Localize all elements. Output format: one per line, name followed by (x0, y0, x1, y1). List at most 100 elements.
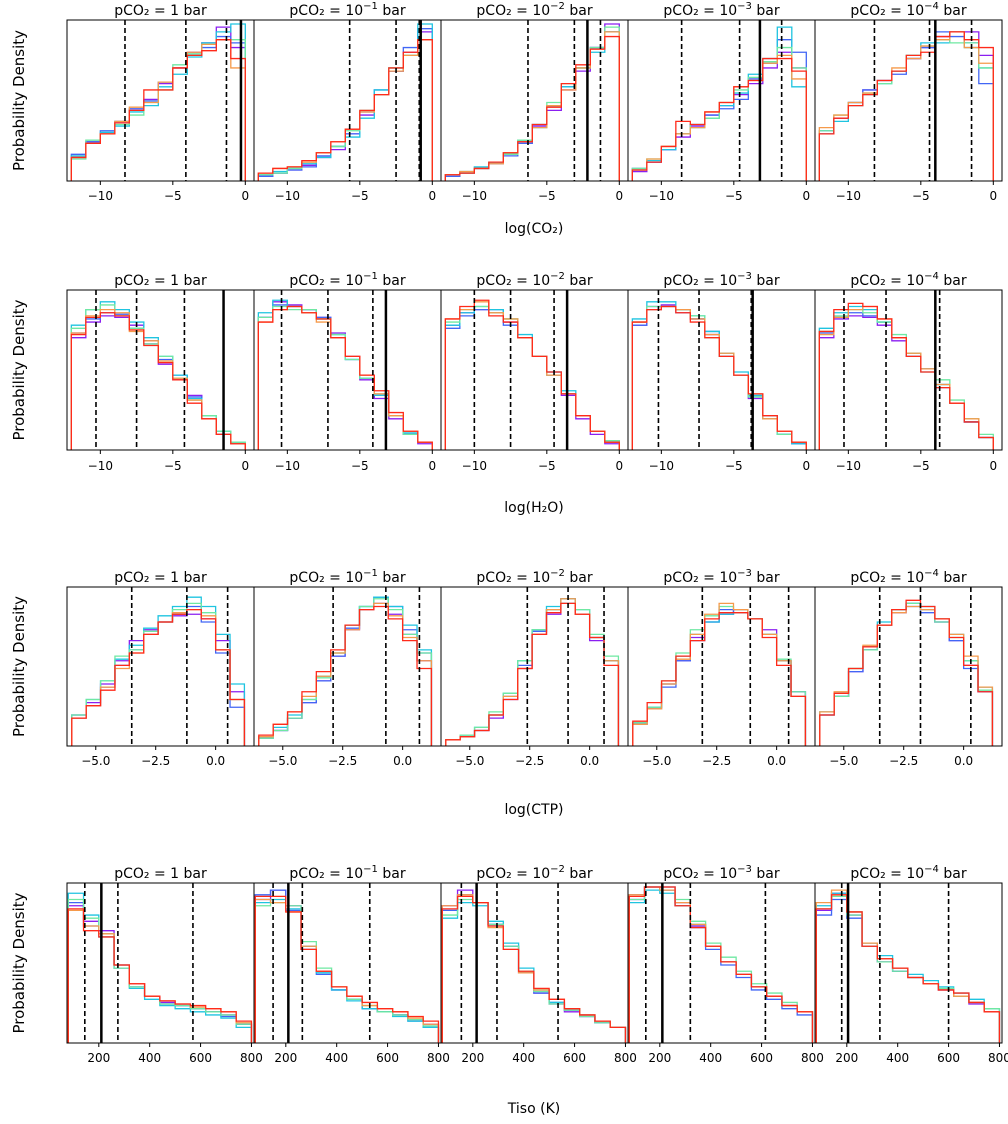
histogram-series-5 (257, 305, 433, 450)
histogram-series-1 (257, 301, 433, 450)
histogram-series-2 (444, 31, 620, 181)
panel-title: pCO₂ = 10−1 bar (289, 864, 405, 882)
panel-title: pCO₂ = 10−3 bar (663, 1, 779, 19)
x-tick-label: 600 (376, 1051, 399, 1065)
histogram-series-6 (257, 39, 433, 181)
x-tick-label: −2.5 (328, 754, 357, 768)
x-tick-label: 0.0 (580, 754, 599, 768)
histogram-series-4 (257, 39, 433, 181)
panel-title: pCO₂ = 10−1 bar (289, 1, 405, 19)
histogram-series-6 (257, 305, 433, 450)
panel-frame (440, 289, 629, 451)
x-tick-label: −2.5 (515, 754, 544, 768)
panel-1-3: −10 −5 0 pCO₂ = 10−2 bar (440, 1, 629, 203)
histogram-series-2 (257, 304, 433, 450)
x-tick-label: −5 (538, 459, 556, 473)
x-tick-label: 800 (988, 1051, 1008, 1065)
histogram-series-4 (445, 602, 620, 746)
y-axis-label: Probability Density (10, 299, 28, 440)
histogram-series-5 (70, 39, 246, 181)
histogram-series-2 (818, 31, 994, 181)
panel-1-4: −10 −5 0 pCO₂ = 10−3 bar (627, 1, 816, 203)
x-tick-label: −2.5 (702, 754, 731, 768)
histogram-series-6 (815, 894, 1001, 1043)
x-tick-label: −10 (275, 459, 300, 473)
histogram-series-4 (70, 304, 246, 450)
x-tick-label: 200 (835, 1051, 858, 1065)
histogram-series-5 (444, 301, 620, 450)
panel-frame (253, 19, 442, 182)
x-tick-label: −10 (462, 459, 487, 473)
histogram-series-2 (444, 308, 620, 450)
x-tick-label: −5.0 (829, 754, 858, 768)
histogram-series-2 (70, 35, 246, 181)
histogram-series-3 (632, 612, 807, 746)
histogram-series-5 (819, 605, 994, 746)
x-tick-label: 0 (241, 459, 249, 473)
panel-title: pCO₂ = 10−2 bar (476, 864, 592, 882)
x-tick-label: −2.5 (889, 754, 918, 768)
histogram-series-6 (628, 886, 814, 1043)
histogram-series-2 (70, 312, 246, 450)
y-axis-label: Probability Density (10, 30, 28, 171)
panel-4-2: 200 400 600 800 pCO₂ = 10−1 bar (253, 864, 450, 1065)
x-tick-label: −5.0 (455, 754, 484, 768)
panel-frame (627, 289, 816, 451)
histogram-series-1 (257, 31, 433, 181)
x-tick-label: 600 (563, 1051, 586, 1065)
histogram-series-5 (815, 889, 1001, 1043)
panel-frame (814, 882, 1003, 1044)
panel-title: pCO₂ = 10−4 bar (850, 568, 966, 586)
x-axis-label: log(CTP) (504, 802, 563, 818)
x-tick-label: 400 (138, 1051, 161, 1065)
panel-3-3: −5.0 −2.5 0.0 pCO₂ = 10−2 bar (440, 568, 629, 768)
panel-frame (814, 586, 1003, 747)
x-tick-label: 0 (241, 189, 249, 203)
x-axis-label: log(CO₂) (505, 221, 564, 237)
panel-title: pCO₂ = 10−3 bar (663, 568, 779, 586)
histogram-series-5 (257, 39, 433, 181)
panel-title: pCO₂ = 10−4 bar (850, 271, 966, 289)
x-tick-label: 800 (427, 1051, 450, 1065)
histogram-series-3 (70, 301, 246, 450)
x-tick-label: −5.0 (268, 754, 297, 768)
histogram-series-6 (444, 299, 620, 450)
panel-frame (253, 586, 442, 747)
x-tick-label: −5 (351, 189, 369, 203)
histogram-series-1 (632, 608, 807, 746)
x-tick-label: 0 (615, 189, 623, 203)
x-tick-label: 400 (886, 1051, 909, 1065)
panel-1-2: −10 −5 0 pCO₂ = 10−1 bar (253, 1, 442, 203)
panel-2-2: −10 −5 0 pCO₂ = 10−1 bar (253, 271, 442, 473)
histogram-series-2 (632, 608, 807, 746)
panel-title: pCO₂ = 10−2 bar (476, 568, 592, 586)
histogram-series-4 (70, 39, 246, 181)
histogram-series-1 (441, 889, 627, 1043)
panel-3-5: −5.0 −2.5 0.0 pCO₂ = 10−4 bar (814, 568, 1003, 768)
x-tick-label: 0 (802, 189, 810, 203)
histogram-series-3 (444, 31, 620, 181)
panel-title: pCO₂ = 10−3 bar (663, 271, 779, 289)
panel-4-1: 200 400 600 800 pCO₂ = 1 bar (66, 866, 263, 1065)
x-tick-label: 400 (325, 1051, 348, 1065)
chart-row-2: Probability Density log(H₂O) −10 −5 0 pCO₂ = … (10, 271, 1003, 516)
histogram-series-3 (818, 31, 994, 181)
histogram-series-3 (444, 305, 620, 450)
panel-3-4: −5.0 −2.5 0.0 pCO₂ = 10−3 bar (627, 568, 816, 768)
x-tick-label: 600 (750, 1051, 773, 1065)
panel-title: pCO₂ = 10−1 bar (289, 568, 405, 586)
histogram-series-6 (444, 35, 620, 181)
x-tick-label: −10 (836, 459, 861, 473)
histogram-series-5 (445, 598, 620, 746)
x-tick-label: 400 (512, 1051, 535, 1065)
histogram-series-5 (444, 31, 620, 181)
x-tick-label: −5 (351, 459, 369, 473)
x-tick-label: 800 (614, 1051, 637, 1065)
histogram-series-2 (445, 598, 620, 746)
histogram-series-3 (71, 596, 246, 746)
x-tick-label: 0 (428, 189, 436, 203)
panel-title: pCO₂ = 10−4 bar (850, 1, 966, 19)
histogram-series-3 (819, 602, 994, 746)
x-tick-label: −5 (912, 459, 930, 473)
panel-title: pCO₂ = 10−2 bar (476, 1, 592, 19)
